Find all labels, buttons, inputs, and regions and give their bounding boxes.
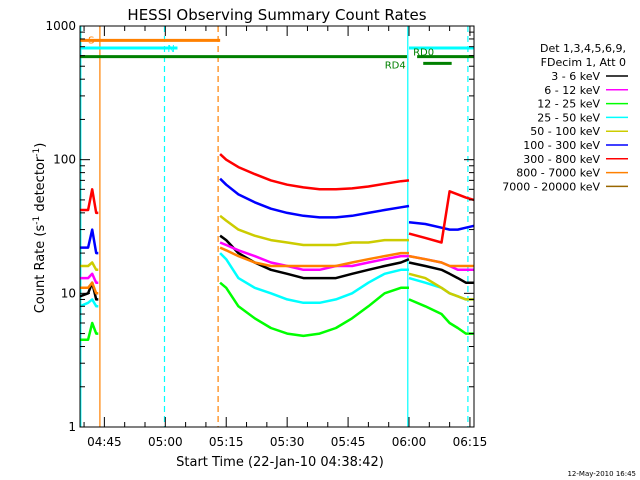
bar-s-label: S — [88, 35, 94, 46]
series-6-segment-2 — [408, 190, 475, 244]
legend-label-5: 100 - 300 keV — [523, 139, 600, 152]
y-tick-label-1: 10 — [61, 286, 76, 300]
legend-header-line-2: FDecim 1, Att 0 — [541, 56, 626, 69]
series-3-segment-0 — [79, 298, 99, 308]
series-2-segment-1 — [219, 281, 409, 338]
legend-label-8: 7000 - 20000 keV — [502, 180, 600, 193]
series-6-segment-0 — [80, 188, 99, 215]
series-4-segment-2 — [408, 272, 474, 301]
x-tick-label-2: 05:15 — [209, 435, 244, 449]
x-tick-label-5: 06:00 — [392, 435, 427, 449]
series-5-segment-0 — [80, 228, 99, 255]
plot-frame — [79, 25, 475, 428]
x-tick-label-0: 04:45 — [87, 435, 122, 449]
y-axis-label-sup2: -1 — [32, 148, 42, 157]
series-5-segment-1 — [219, 177, 410, 219]
axis-layer: 04:45 05:00 05:15 05:30 05:45 06:00 06:15 1 10 10… — [45, 19, 487, 449]
series-7-segment-1 — [219, 246, 409, 268]
series-4-segment-1 — [219, 214, 409, 247]
series-4-segment-0 — [80, 261, 99, 272]
data-layer: S N RD4 RD0 — [79, 26, 475, 427]
series-0-segment-1 — [219, 234, 410, 280]
y-axis-label: Count Rate (s-1 detector-1) — [32, 143, 48, 314]
series-5-segment-2 — [408, 221, 475, 231]
legend-label-2: 12 - 25 keV — [537, 98, 600, 111]
x-tick-label-3: 05:30 — [270, 435, 305, 449]
y-tick-label-2: 100 — [53, 153, 76, 167]
series-7-segment-0 — [80, 281, 99, 295]
y-tick-label-0: 1 — [68, 420, 76, 434]
legend-label-3: 25 - 50 keV — [537, 111, 600, 124]
series-2-segment-0 — [80, 321, 99, 341]
series-1-segment-1 — [219, 241, 409, 272]
x-tick-label-6: 06:15 — [453, 435, 488, 449]
series-0-segment-2 — [408, 261, 474, 284]
y-tick-label-3: 1000 — [45, 19, 76, 33]
series-6-segment-1 — [219, 153, 410, 191]
y-axis-label-main: Count Rate (s — [33, 225, 48, 314]
legend-header-line-1: Det 1,3,4,5,6,9, — [540, 42, 626, 55]
y-axis-label-mid: detector — [33, 156, 48, 216]
bar-n-label: N — [167, 44, 174, 55]
bar-rd0-label: RD0 — [413, 48, 434, 59]
series-2-segment-2 — [408, 298, 474, 335]
footer-date: 12-May-2010 16:45 — [567, 470, 636, 478]
legend-label-4: 50 - 100 keV — [530, 125, 600, 138]
x-tick-label-1: 05:00 — [148, 435, 183, 449]
series-7-segment-2 — [408, 254, 474, 268]
bar-rd4-label: RD4 — [385, 60, 406, 71]
y-axis-label-end: ) — [33, 143, 48, 148]
series-1-segment-0 — [80, 272, 99, 284]
chart-title: HESSI Observing Summary Count Rates — [127, 6, 426, 24]
series-3-segment-1 — [219, 252, 409, 305]
x-tick-label-4: 05:45 — [331, 435, 366, 449]
legend-label-6: 300 - 800 keV — [523, 153, 600, 166]
x-axis-label: Start Time (22-Jan-10 04:38:42) — [176, 455, 384, 470]
legend-label-0: 3 - 6 keV — [551, 70, 600, 83]
legend-label-7: 800 - 7000 keV — [516, 167, 600, 180]
y-axis-label-sup1: -1 — [32, 216, 42, 225]
legend-label-1: 6 - 12 keV — [544, 84, 600, 97]
